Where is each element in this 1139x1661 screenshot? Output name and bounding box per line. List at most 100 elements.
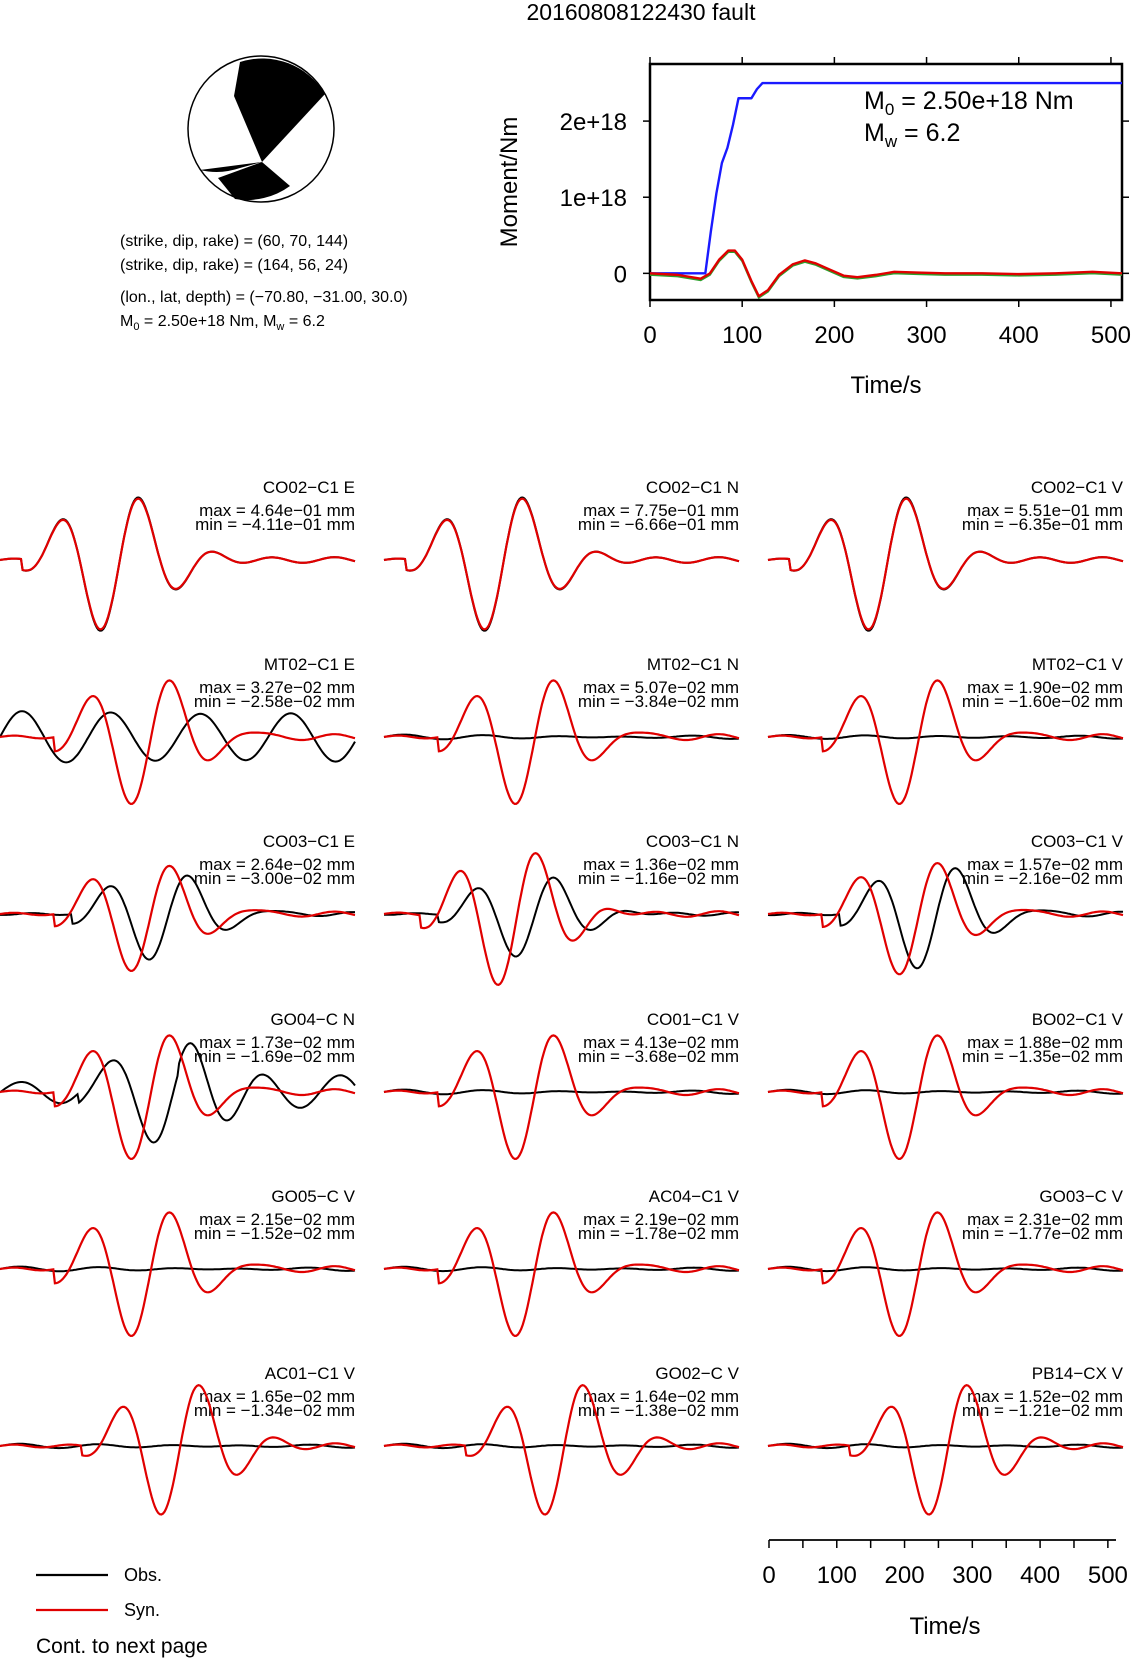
mechanism-moment-line: M0 = 2.50e+18 Nm, Mw = 6.2 [120, 313, 325, 333]
observed-trace [384, 876, 740, 958]
figure-title: 20160808122430 fault [527, 0, 757, 25]
beachball [187, 55, 335, 203]
synthetic-trace [0, 1211, 356, 1338]
station-max: max = 2.19e−02 mm [583, 1210, 739, 1229]
station-min: min = −6.35e−01 mm [962, 515, 1123, 534]
station-min: min = −1.52e−02 mm [194, 1224, 355, 1243]
station-min: min = −1.16e−02 mm [578, 869, 739, 888]
observed-trace [0, 1265, 356, 1273]
synthetic-trace [383, 1211, 740, 1338]
station-max: max = 5.07e−02 mm [583, 678, 739, 697]
observed-trace [0, 710, 356, 764]
station-min: min = −4.11e−01 mm [195, 515, 355, 534]
synthetic-trace [383, 852, 740, 986]
synthetic-trace [767, 1384, 1124, 1516]
synthetic-trace [0, 497, 356, 631]
moment-x-tick-label: 0 [643, 322, 656, 349]
moment-y-tick-label: 1e+18 [560, 185, 627, 212]
station-label: CO03−C1 V [1031, 832, 1124, 851]
observed-trace [767, 734, 1124, 740]
moment-x-tick-label: 100 [722, 322, 762, 349]
synthetic-trace [0, 1384, 356, 1516]
station-max: max = 7.75e−01 mm [583, 501, 739, 520]
station-label: CO03−C1 N [646, 832, 739, 851]
mechanism-line-3: (lon., lat, depth) = (−70.80, −31.00, 30… [120, 289, 408, 306]
station-label: AC01−C1 V [265, 1364, 356, 1383]
moment-x-tick-label: 200 [814, 322, 854, 349]
observed-trace [767, 1265, 1124, 1273]
station-label: AC04−C1 V [649, 1187, 740, 1206]
station-max: max = 2.15e−02 mm [199, 1210, 355, 1229]
synthetic-trace [383, 1384, 740, 1516]
station-min: min = −1.69e−02 mm [194, 1047, 355, 1066]
station-max: max = 2.31e−02 mm [967, 1210, 1123, 1229]
observed-trace [383, 1442, 740, 1450]
station-min: min = −2.58e−02 mm [194, 692, 355, 711]
moment-plot-frame [648, 62, 1124, 302]
observed-trace [383, 1265, 740, 1273]
station-min: min = −3.68e−02 mm [578, 1047, 739, 1066]
station-label: PB14−CX V [1032, 1364, 1124, 1383]
synthetic-trace [0, 679, 356, 806]
station-label: GO03−C V [1039, 1187, 1123, 1206]
moment-rate-plot: 0 100 200 300 400 500 0 1e+18 2e+18 Moment/Nm Ti… [496, 57, 1131, 399]
synthetic-trace [767, 679, 1124, 806]
station-min: min = −1.35e−02 mm [962, 1047, 1123, 1066]
station-min: min = −1.21e−02 mm [962, 1401, 1123, 1420]
station-label: CO01−C1 V [647, 1010, 740, 1029]
waveform-axis-tick-label: 500 [1088, 1562, 1128, 1589]
observed-trace [0, 1442, 356, 1450]
waveform-axis-tick-label: 100 [817, 1562, 857, 1589]
observed-trace [767, 1088, 1124, 1096]
observed-trace [0, 874, 355, 961]
moment-x-axis-label: Time/s [850, 372, 921, 399]
station-min: min = −1.60e−02 mm [962, 692, 1123, 711]
moment-y-axis-label: Moment/Nm [496, 117, 523, 248]
moment-x-tick-label: 300 [907, 322, 947, 349]
mechanism-line-2: (strike, dip, rake) = (164, 56, 24) [120, 257, 348, 274]
legend: Obs. Syn. [36, 1565, 162, 1620]
synthetic-trace [767, 1211, 1124, 1338]
observed-trace [767, 867, 1124, 970]
station-label: MT02−C1 V [1032, 655, 1124, 674]
station-min: min = −1.78e−02 mm [578, 1224, 739, 1243]
synthetic-trace [383, 497, 740, 631]
station-max: max = 5.51e−01 mm [967, 501, 1123, 520]
moment-cumulative-line [650, 81, 1122, 275]
station-label: GO04−C N [270, 1010, 355, 1029]
station-label: CO02−C1 E [263, 478, 355, 497]
moment-plot-ticks: 0 100 200 300 400 500 0 1e+18 2e+18 [560, 57, 1131, 349]
station-min: min = −3.84e−02 mm [578, 692, 739, 711]
station-min: min = −3.00e−02 mm [194, 869, 355, 888]
station-max: max = 1.65e−02 mm [199, 1387, 355, 1406]
legend-syn-label: Syn. [124, 1600, 160, 1620]
waveform-axis-tick-label: 0 [762, 1562, 775, 1589]
observed-trace [0, 1042, 356, 1144]
station-max: max = 1.57e−02 mm [967, 855, 1123, 874]
station-label: MT02−C1 E [264, 655, 355, 674]
footer-note: Cont. to next page [36, 1635, 208, 1658]
waveform-axis-tick-label: 200 [885, 1562, 925, 1589]
station-max: max = 4.64e−01 mm [199, 501, 355, 520]
moment-x-tick-label: 500 [1091, 322, 1131, 349]
synthetic-trace [0, 1034, 356, 1161]
legend-obs-label: Obs. [124, 1565, 162, 1585]
observed-trace [383, 733, 740, 741]
waveform-x-axis-label: Time/s [909, 1613, 980, 1640]
observed-trace [383, 1088, 740, 1096]
station-min: min = −6.66e−01 mm [578, 515, 739, 534]
station-max: max = 1.73e−02 mm [199, 1033, 355, 1052]
